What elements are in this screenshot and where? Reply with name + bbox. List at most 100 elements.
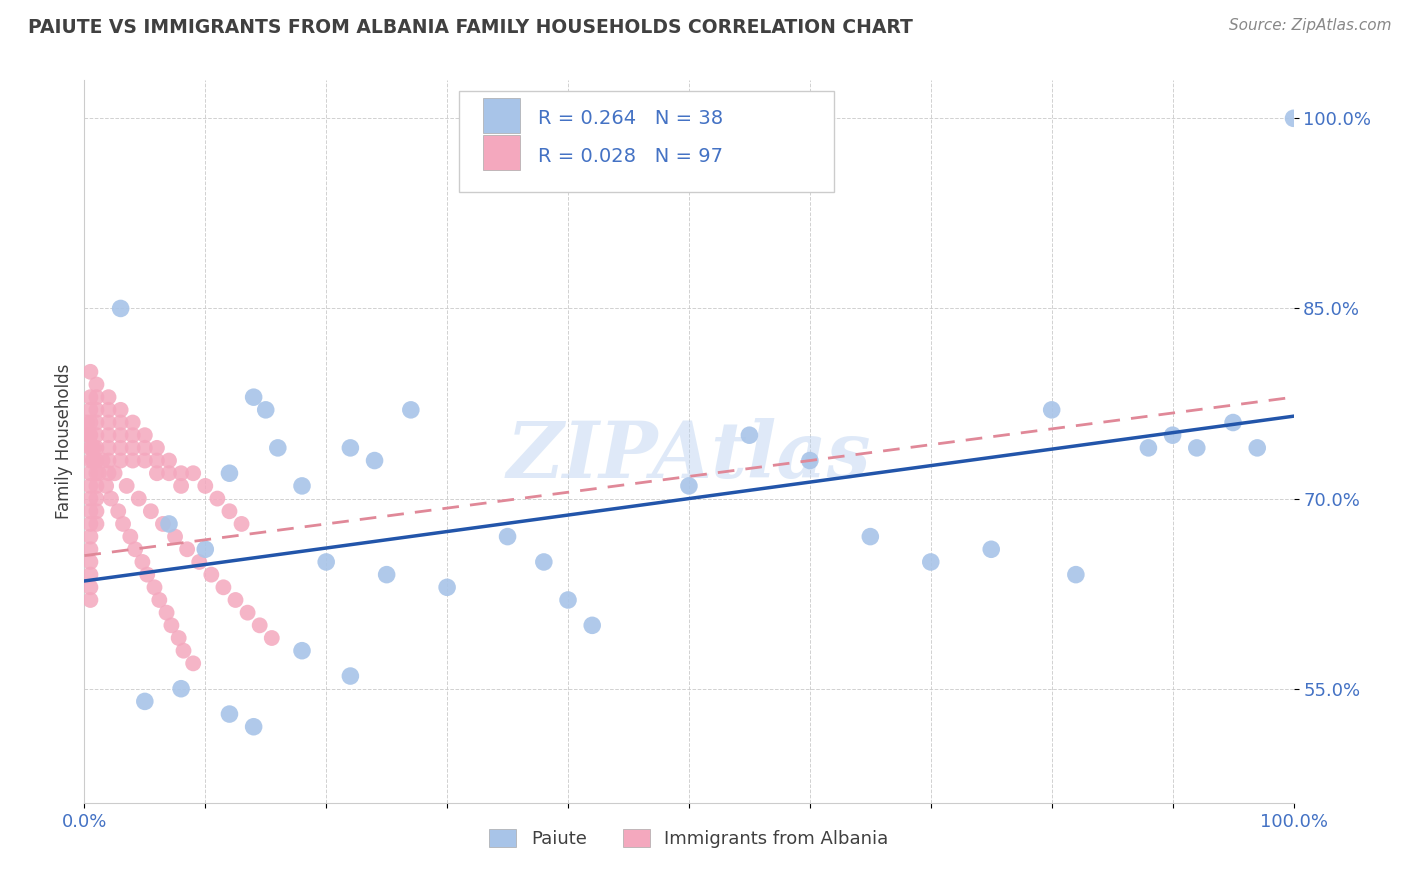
Point (436, 580, 458, 594)
Point (97, 428, 120, 442)
Point (86, 402, 108, 417)
Point (339, 441, 361, 455)
Point (79, 542, 101, 557)
Point (97, 402, 120, 417)
Point (94, 479, 117, 493)
Point (107, 504, 129, 518)
Point (176, 542, 198, 557)
Point (79, 580, 101, 594)
Text: R = 0.264   N = 38: R = 0.264 N = 38 (538, 109, 723, 128)
Point (194, 542, 217, 557)
Point (79, 567, 101, 582)
Point (1064, 567, 1087, 582)
Point (218, 707, 240, 722)
Point (315, 555, 337, 569)
Point (87, 467, 110, 481)
Point (1246, 441, 1268, 455)
Point (859, 530, 882, 544)
Point (136, 567, 159, 582)
Point (157, 453, 180, 467)
Point (242, 390, 264, 404)
Point (1137, 441, 1160, 455)
Point (79, 453, 101, 467)
Point (170, 479, 193, 493)
Point (86, 441, 108, 455)
Point (173, 643, 195, 657)
Point (254, 402, 277, 417)
Point (97, 416, 120, 430)
Point (79, 530, 101, 544)
Point (291, 643, 314, 657)
Point (134, 441, 156, 455)
Point (86, 516, 108, 531)
Point (82, 453, 104, 467)
Text: ZIPAtlas: ZIPAtlas (506, 417, 872, 494)
Point (152, 516, 174, 531)
Point (194, 479, 217, 493)
Point (799, 453, 821, 467)
Point (79, 555, 101, 569)
Point (188, 555, 211, 569)
Point (86, 467, 108, 481)
Point (139, 504, 162, 518)
FancyBboxPatch shape (460, 91, 834, 193)
Point (86, 428, 108, 442)
Point (110, 301, 132, 316)
Point (231, 516, 253, 531)
Point (120, 530, 142, 544)
Point (146, 467, 169, 481)
Point (1222, 416, 1244, 430)
Point (79, 365, 101, 379)
Point (79, 479, 101, 493)
Point (121, 441, 143, 455)
Point (83, 441, 105, 455)
Text: PAIUTE VS IMMIGRANTS FROM ALBANIA FAMILY HOUSEHOLDS CORRELATION CHART: PAIUTE VS IMMIGRANTS FROM ALBANIA FAMILY… (28, 18, 912, 37)
Point (1161, 428, 1184, 442)
Point (249, 618, 271, 632)
Point (86, 377, 108, 392)
Point (79, 516, 101, 531)
Point (157, 516, 180, 531)
Point (86, 491, 108, 506)
Point (76, 416, 98, 430)
Point (79, 441, 101, 455)
Point (110, 402, 132, 417)
Point (207, 491, 229, 506)
Point (131, 555, 153, 569)
Point (110, 441, 132, 455)
Point (738, 428, 761, 442)
Point (110, 416, 132, 430)
Point (1282, 112, 1305, 126)
Point (110, 453, 132, 467)
Point (79, 390, 101, 404)
Point (165, 530, 187, 544)
Point (155, 606, 177, 620)
Point (363, 453, 385, 467)
Point (134, 694, 156, 708)
Point (375, 567, 398, 582)
Point (86, 416, 108, 430)
Text: Source: ZipAtlas.com: Source: ZipAtlas.com (1229, 18, 1392, 33)
Point (79, 428, 101, 442)
Point (200, 567, 222, 582)
Point (112, 516, 135, 531)
Point (399, 402, 422, 417)
Point (212, 580, 235, 594)
Point (267, 441, 290, 455)
Point (79, 402, 101, 417)
Point (148, 593, 170, 607)
Point (170, 467, 193, 481)
Point (143, 580, 166, 594)
Point (121, 416, 143, 430)
Point (146, 441, 169, 455)
Point (128, 491, 150, 506)
Point (218, 504, 240, 518)
Point (146, 453, 169, 467)
Point (121, 428, 143, 442)
Point (242, 720, 264, 734)
Point (79, 416, 101, 430)
Point (124, 542, 146, 557)
FancyBboxPatch shape (484, 136, 520, 170)
Point (86, 479, 108, 493)
Point (496, 530, 519, 544)
